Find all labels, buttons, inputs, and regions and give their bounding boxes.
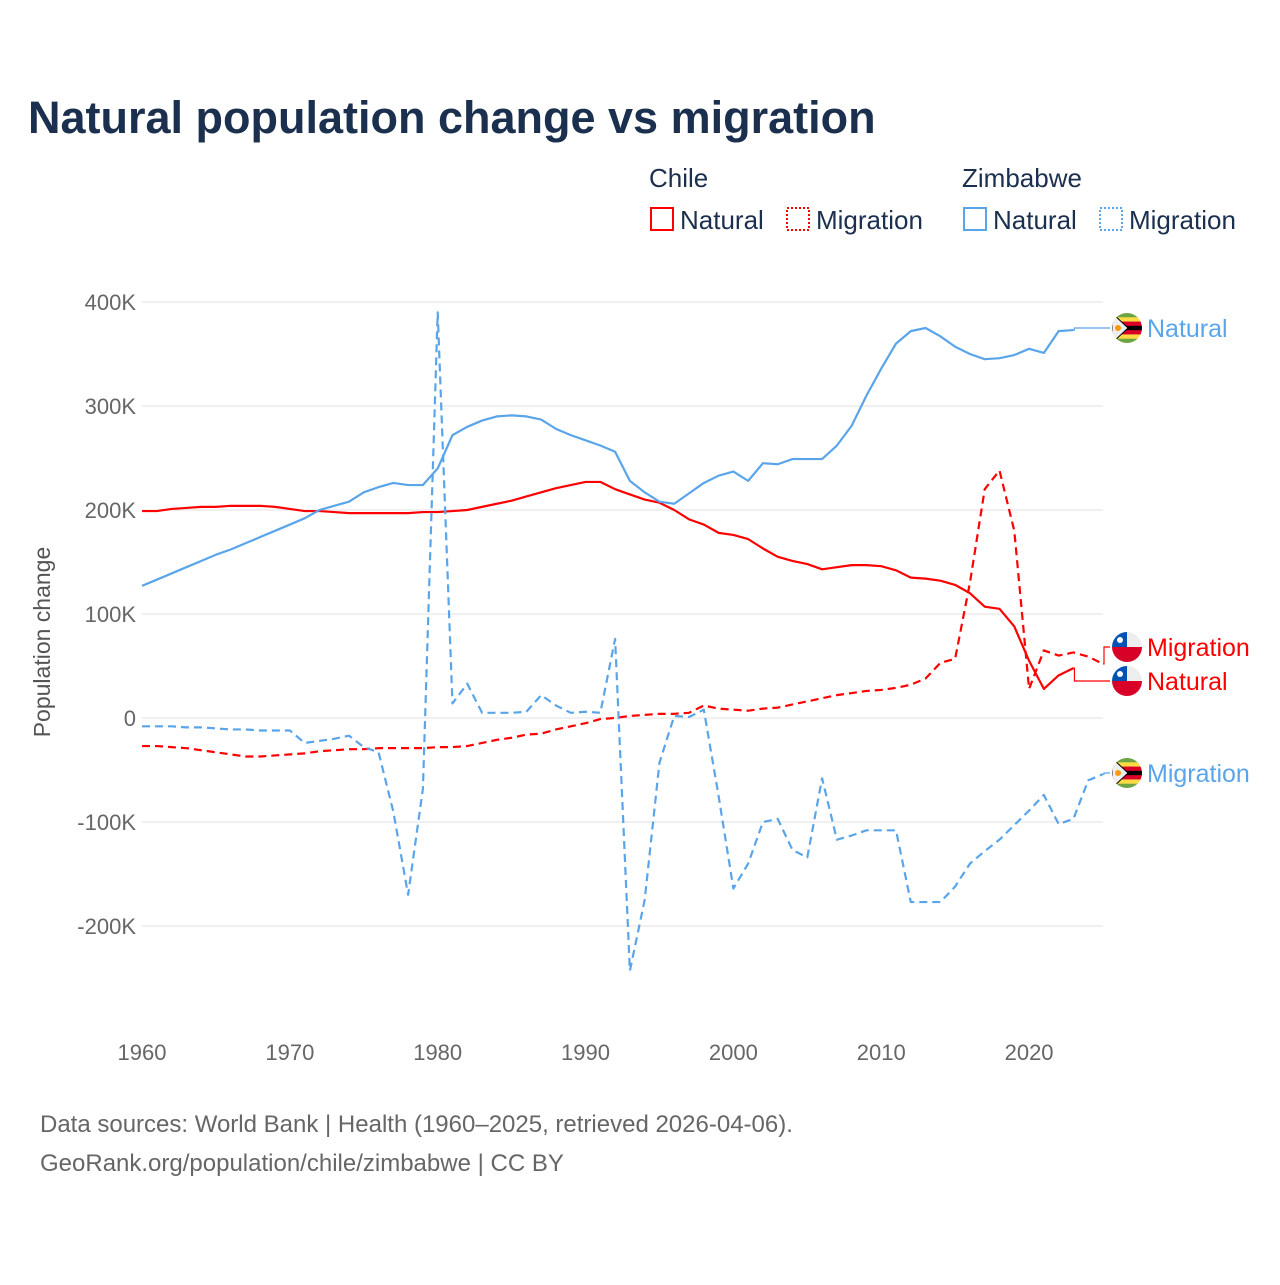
chile-flag-icon [1112,632,1142,662]
end-labels: Natural Migration Natural Migration [1073,313,1250,788]
legend-swatch-zimbabwe-natural[interactable] [963,207,987,231]
legend-swatch-chile-natural[interactable] [650,207,674,231]
series-line-chile-natural [142,480,1074,690]
x-tick-label: 1990 [561,1040,610,1065]
legend-label-zimbabwe-natural[interactable]: Natural [993,205,1077,235]
y-tick-label: 300K [85,394,137,419]
x-tick-label: 1980 [413,1040,462,1065]
label-connector [1073,667,1110,682]
chile-flag-icon [1112,666,1142,696]
footer-credit[interactable]: GeoRank.org/population/chile/zimbabwe | … [40,1150,564,1177]
y-tick-label: -200K [77,914,136,939]
gridlines [142,301,1103,927]
label-connector [1073,327,1110,331]
series-line-chile-migration [142,469,1104,758]
end-label: Migration [1147,760,1250,788]
legend-label-chile-migration[interactable]: Migration [816,205,923,235]
end-label: Natural [1147,668,1228,696]
zimbabwe-flag-icon [1112,313,1142,343]
y-tick-label: 200K [85,498,137,523]
zimbabwe-flag-icon [1112,758,1142,788]
series-line-zimbabwe-natural [141,326,1074,587]
x-axis-ticks: 1960 1970 1980 1990 2000 2010 2020 [118,1040,1054,1065]
legend-swatch-chile-migration[interactable] [786,207,810,231]
chart-title: Natural population change vs migration [28,92,876,143]
y-tick-label: 400K [85,290,137,315]
y-tick-label: 0 [124,706,136,731]
label-connector [1103,646,1110,665]
y-axis-ticks: 400K 300K 200K 100K 0 -100K -200K [77,290,136,939]
y-tick-label: -100K [77,810,136,835]
series-lines [141,311,1104,972]
x-tick-label: 1960 [118,1040,167,1065]
legend-swatch-zimbabwe-migration[interactable] [1099,207,1123,231]
footer-source: Data sources: World Bank | Health (1960–… [40,1111,793,1138]
x-tick-label: 1970 [265,1040,314,1065]
y-axis-label: Population change [29,547,55,738]
x-tick-label: 2020 [1005,1040,1054,1065]
end-label: Natural [1147,315,1228,343]
label-connector [1103,772,1110,775]
end-label: Migration [1147,634,1250,662]
series-line-zimbabwe-migration [142,311,1104,972]
legend: Chile Natural Migration Zimbabwe Natural… [649,163,1236,235]
legend-group-chile: Chile [649,163,708,193]
x-tick-label: 2010 [857,1040,906,1065]
legend-label-chile-natural[interactable]: Natural [680,205,764,235]
x-tick-label: 2000 [709,1040,758,1065]
y-tick-label: 100K [85,602,137,627]
legend-label-zimbabwe-migration[interactable]: Migration [1129,205,1236,235]
legend-group-zimbabwe: Zimbabwe [962,163,1082,193]
